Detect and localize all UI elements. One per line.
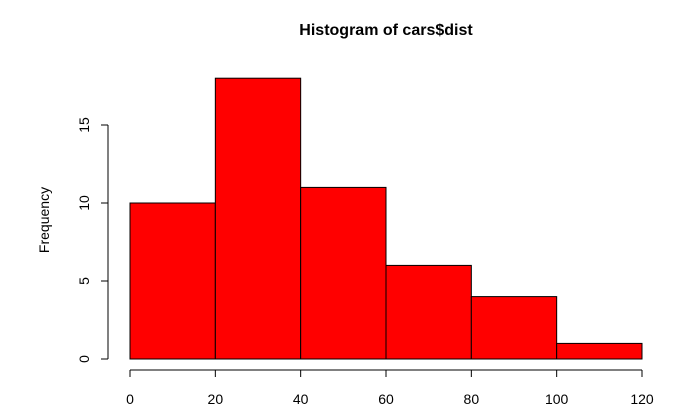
- x-tick-label-0: 0: [126, 391, 134, 407]
- chart-title: Histogram of cars$dist: [299, 22, 473, 39]
- y-tick-label-5: 5: [76, 277, 92, 285]
- x-axis: 0 20 40 60 80 100 120: [126, 369, 654, 407]
- histogram-bar-0-20: [129, 202, 216, 360]
- histogram-bar-20-40: [214, 77, 302, 360]
- histogram-bar-40-60: [300, 186, 387, 360]
- y-tick-label-0: 0: [76, 355, 92, 363]
- histogram-bar-80-100: [470, 296, 558, 360]
- histogram-bar-100-120: [556, 342, 643, 360]
- y-axis: 0 5 10 15: [76, 117, 109, 363]
- x-tick-label-60: 60: [378, 391, 394, 407]
- bars-group: [129, 77, 643, 360]
- y-tick-label-10: 10: [76, 195, 92, 211]
- y-axis-title: Frequency: [36, 187, 52, 253]
- x-tick-label-120: 120: [630, 391, 654, 407]
- x-tick-label-100: 100: [545, 391, 569, 407]
- x-tick-label-80: 80: [464, 391, 480, 407]
- histogram-bar-60-80: [385, 264, 472, 360]
- y-tick-label-15: 15: [76, 117, 92, 133]
- x-tick-label-20: 20: [208, 391, 224, 407]
- x-tick-label-40: 40: [293, 391, 309, 407]
